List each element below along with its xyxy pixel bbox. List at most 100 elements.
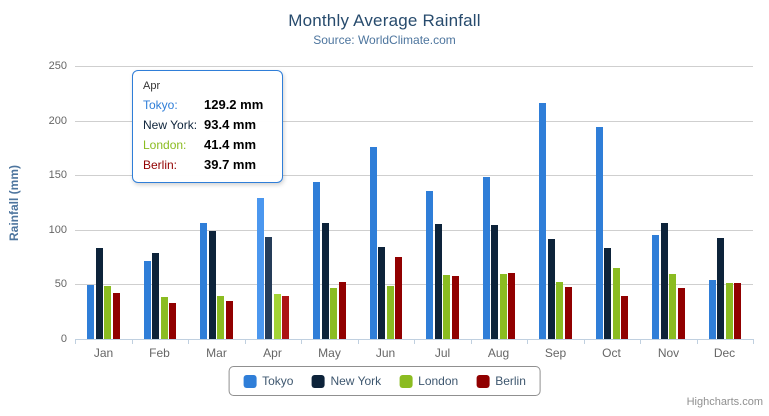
bar-new-york-jun[interactable] bbox=[378, 247, 385, 339]
x-axis-tick bbox=[301, 339, 302, 344]
bar-berlin-jan[interactable] bbox=[113, 293, 120, 339]
bar-london-feb[interactable] bbox=[161, 297, 168, 339]
gridline bbox=[75, 175, 753, 176]
bar-berlin-oct[interactable] bbox=[621, 296, 628, 339]
bar-new-york-dec[interactable] bbox=[717, 238, 724, 339]
bar-berlin-dec[interactable] bbox=[734, 283, 741, 339]
bar-new-york-sep[interactable] bbox=[548, 239, 555, 339]
legend: Tokyo New York London Berlin bbox=[228, 366, 541, 396]
x-axis-tick bbox=[414, 339, 415, 344]
x-axis-category-label: Nov bbox=[657, 346, 680, 360]
tooltip-series-value: 129.2 mm bbox=[204, 97, 264, 112]
bar-new-york-nov[interactable] bbox=[661, 223, 668, 339]
y-axis-tick-label: 250 bbox=[48, 60, 67, 72]
x-axis-category-label: Feb bbox=[149, 346, 170, 360]
y-axis-tick-label: 200 bbox=[48, 115, 67, 127]
x-axis-category-label: Dec bbox=[713, 346, 736, 360]
tooltip-series-name: Tokyo: bbox=[143, 98, 178, 112]
bar-london-jun[interactable] bbox=[387, 286, 394, 339]
x-axis-tick bbox=[188, 339, 189, 344]
bar-tokyo-oct[interactable] bbox=[596, 127, 603, 339]
y-axis-tick-label: 100 bbox=[48, 224, 67, 236]
bar-tokyo-may[interactable] bbox=[313, 182, 320, 339]
highcharts-credits-link[interactable]: Highcharts.com bbox=[686, 396, 763, 408]
bar-berlin-mar[interactable] bbox=[226, 301, 233, 339]
legend-swatch-icon bbox=[399, 374, 413, 388]
bar-tokyo-dec[interactable] bbox=[709, 280, 716, 339]
bar-tokyo-feb[interactable] bbox=[144, 261, 151, 339]
bar-london-nov[interactable] bbox=[669, 274, 676, 339]
bar-tokyo-nov[interactable] bbox=[652, 235, 659, 339]
y-axis-tick-label: 0 bbox=[60, 333, 67, 345]
x-axis-category-label: Sep bbox=[544, 346, 567, 360]
x-axis-tick bbox=[697, 339, 698, 344]
bar-london-dec[interactable] bbox=[726, 283, 733, 339]
bar-new-york-apr[interactable] bbox=[265, 237, 272, 339]
x-axis-tick bbox=[640, 339, 641, 344]
bar-tokyo-jan[interactable] bbox=[87, 285, 94, 339]
gridline bbox=[75, 284, 753, 285]
bar-new-york-may[interactable] bbox=[322, 223, 329, 339]
x-axis-tick bbox=[527, 339, 528, 344]
legend-item-london[interactable]: London bbox=[399, 374, 458, 388]
x-axis-category-label: Aug bbox=[487, 346, 510, 360]
chart-subtitle: Source: WorldClimate.com bbox=[313, 33, 456, 47]
bar-tokyo-jun[interactable] bbox=[370, 147, 377, 339]
tooltip-row: Tokyo: 129.2 mm bbox=[143, 95, 272, 115]
tooltip-series-name: New York: bbox=[143, 118, 198, 132]
x-axis-tick bbox=[471, 339, 472, 344]
x-axis-category-label: Jun bbox=[375, 346, 396, 360]
tooltip: Apr Tokyo: 129.2 mm New York: 93.4 mm London… bbox=[132, 70, 283, 183]
legend-item-tokyo[interactable]: Tokyo bbox=[243, 374, 293, 388]
x-axis-category-label: Jan bbox=[93, 346, 114, 360]
bar-berlin-nov[interactable] bbox=[678, 288, 685, 339]
tooltip-row: London: 41.4 mm bbox=[143, 135, 272, 155]
bar-new-york-oct[interactable] bbox=[604, 248, 611, 339]
bar-berlin-jun[interactable] bbox=[395, 257, 402, 339]
chart-title: Monthly Average Rainfall bbox=[288, 11, 481, 30]
bar-tokyo-jul[interactable] bbox=[426, 191, 433, 339]
bar-berlin-jul[interactable] bbox=[452, 276, 459, 339]
legend-item-berlin[interactable]: Berlin bbox=[476, 374, 526, 388]
bar-london-jul[interactable] bbox=[443, 275, 450, 339]
bar-berlin-apr[interactable] bbox=[282, 296, 289, 339]
bar-tokyo-aug[interactable] bbox=[483, 177, 490, 339]
bar-berlin-aug[interactable] bbox=[508, 273, 515, 339]
legend-item-new-york[interactable]: New York bbox=[311, 374, 381, 388]
bar-london-apr[interactable] bbox=[274, 294, 281, 339]
x-axis-tick bbox=[75, 339, 76, 344]
bar-new-york-feb[interactable] bbox=[152, 253, 159, 339]
bar-new-york-jan[interactable] bbox=[96, 248, 103, 339]
bar-berlin-may[interactable] bbox=[339, 282, 346, 339]
tooltip-row: Berlin: 39.7 mm bbox=[143, 155, 272, 175]
x-axis-tick bbox=[358, 339, 359, 344]
bar-london-jan[interactable] bbox=[104, 286, 111, 339]
bar-tokyo-apr[interactable] bbox=[257, 198, 264, 339]
y-axis-tick-label: 50 bbox=[54, 278, 67, 290]
bar-new-york-mar[interactable] bbox=[209, 231, 216, 339]
bar-london-may[interactable] bbox=[330, 288, 337, 339]
tooltip-header: Apr bbox=[143, 80, 161, 92]
legend-item-label: New York bbox=[330, 374, 382, 388]
x-axis-category-label: May bbox=[318, 346, 341, 360]
bar-tokyo-mar[interactable] bbox=[200, 223, 207, 339]
bar-new-york-jul[interactable] bbox=[435, 224, 442, 339]
bar-berlin-sep[interactable] bbox=[565, 287, 572, 339]
bar-london-sep[interactable] bbox=[556, 282, 563, 339]
bar-berlin-feb[interactable] bbox=[169, 303, 176, 339]
bar-london-mar[interactable] bbox=[217, 296, 224, 339]
bar-london-oct[interactable] bbox=[613, 268, 620, 339]
bar-tokyo-sep[interactable] bbox=[539, 103, 546, 339]
x-axis-category-label: Mar bbox=[206, 346, 227, 360]
legend-swatch-icon bbox=[476, 374, 490, 388]
x-axis-tick bbox=[584, 339, 585, 344]
bar-london-aug[interactable] bbox=[500, 274, 507, 339]
tooltip-series-name: London: bbox=[143, 138, 187, 152]
x-axis-category-label: Oct bbox=[602, 346, 621, 360]
x-axis-category-label: Apr bbox=[263, 346, 282, 360]
gridline bbox=[75, 230, 753, 231]
bar-new-york-aug[interactable] bbox=[491, 225, 498, 339]
x-axis-tick bbox=[753, 339, 754, 344]
